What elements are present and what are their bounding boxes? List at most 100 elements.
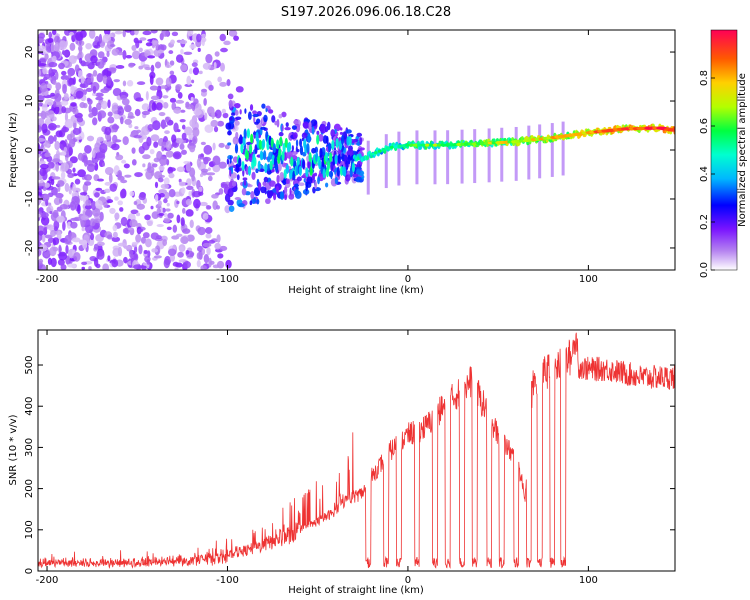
- spectrogram-cell: [335, 137, 339, 148]
- spectrogram-cell: [247, 111, 252, 121]
- spectrogram-cell: [55, 130, 63, 138]
- spectrogram-cell: [270, 137, 274, 148]
- spectrogram-cell: [188, 190, 192, 197]
- spectrogram-cell: [212, 165, 221, 173]
- spectrogram-cell: [63, 92, 69, 100]
- spectrogram-cell: [107, 67, 117, 72]
- spectrogram-cell: [178, 138, 183, 144]
- spectrogram-cell: [256, 118, 261, 124]
- spectrogram-cell: [224, 205, 231, 214]
- spectrogram-cell: [198, 70, 203, 75]
- spectrogram-cell: [177, 92, 183, 99]
- spectrogram-cell: [46, 143, 51, 149]
- spectrogram-cell: [214, 51, 220, 57]
- spectrogram-cell: [142, 232, 150, 239]
- spectrogram-cell: [200, 153, 204, 158]
- spectrogram-cell: [67, 263, 76, 268]
- spectrogram-cell: [84, 181, 92, 186]
- spectrogram-cell: [79, 191, 88, 196]
- spectrogram-cell: [189, 145, 196, 153]
- spectrogram-cell: [131, 159, 137, 166]
- spectrogram-cell: [324, 152, 328, 163]
- spectrogram-cell: [259, 150, 264, 161]
- spectrogram-cell: [228, 30, 238, 37]
- spectrogram-cell: [285, 122, 289, 128]
- spectrogram-cell: [198, 186, 203, 192]
- spectrogram-y-tick-label: 20: [24, 46, 35, 59]
- spectrogram-cell: [44, 182, 50, 188]
- spectrogram-cell: [145, 91, 149, 101]
- spectrogram-cell: [104, 166, 114, 176]
- spectrogram-cell: [174, 267, 179, 270]
- spectrogram-cell: [111, 259, 119, 268]
- spectrogram-cell: [275, 185, 279, 194]
- spectrogram-cell: [241, 160, 245, 171]
- spectrogram-cell: [151, 248, 159, 253]
- spectrogram-cell: [146, 166, 155, 174]
- spectrogram-cell: [86, 163, 96, 173]
- spectrogram-cell: [181, 228, 191, 234]
- spectrogram-cell: [225, 259, 232, 269]
- spectrogram-cell: [216, 234, 221, 243]
- spectrogram-cell: [146, 258, 151, 265]
- spectrogram-x-ticks: -200 -100 0 100: [36, 30, 598, 285]
- spectrogram-cell: [272, 143, 276, 154]
- spectrogram-cell: [247, 165, 252, 176]
- spectrogram-cell: [205, 204, 211, 210]
- spectrogram-cell: [278, 147, 282, 158]
- spectrogram-cell: [324, 126, 329, 133]
- spectrogram-cell: [220, 62, 225, 72]
- spectrogram-cell: [86, 175, 92, 180]
- spectrogram-cell: [96, 136, 104, 142]
- spectrogram-cell: [104, 126, 112, 136]
- spectrogram-cell: [56, 230, 62, 241]
- spectrogram-cell: [150, 232, 159, 240]
- spectrogram-cell: [84, 144, 92, 154]
- colorbar-gradient: [711, 30, 737, 270]
- spectrogram-cell: [220, 47, 228, 53]
- spectrogram-cell: [163, 198, 168, 204]
- spectrogram-cell: [218, 142, 225, 148]
- spectrogram-cell: [210, 119, 219, 127]
- spectrogram-cell: [157, 200, 162, 207]
- spectrogram-cell: [112, 134, 118, 144]
- spectrogram-cell: [50, 92, 56, 97]
- spectrogram-cell: [139, 37, 147, 41]
- spectrogram-cell: [117, 242, 127, 247]
- spectrogram-cell: [81, 261, 88, 266]
- spectrogram-cell: [158, 189, 168, 194]
- spectrogram-cell: [109, 207, 116, 214]
- spectrogram-cell: [181, 207, 186, 214]
- spectrogram-cell: [64, 182, 70, 192]
- spectrogram-cell: [227, 130, 232, 136]
- spectrogram-cell: [185, 198, 192, 206]
- spectrogram-cell: [345, 160, 349, 171]
- spectrogram-cell: [154, 194, 159, 203]
- spectrogram-cell: [39, 82, 48, 93]
- spectrogram-cell: [211, 109, 215, 120]
- colorbar-frame: [710, 29, 738, 271]
- spectrogram-cell: [85, 87, 93, 93]
- spectrogram-cell: [197, 47, 201, 52]
- spectrogram-cell: [62, 83, 67, 94]
- spectrogram-cell: [58, 197, 63, 204]
- spectrogram-cell: [169, 70, 175, 76]
- spectrogram-cell: [329, 152, 333, 163]
- spectrogram-cell: [109, 183, 118, 192]
- spectrogram-cell: [305, 184, 308, 192]
- spectrogram-cell: [413, 143, 418, 147]
- spectrogram-cell: [133, 264, 142, 270]
- spectrogram-cell: [67, 74, 72, 79]
- spectrogram-cell: [250, 133, 254, 144]
- spectrogram-cell: [149, 85, 159, 91]
- spectrogram-cell: [252, 110, 257, 115]
- spectrogram-cell: [163, 217, 171, 223]
- spectrogram-cell: [180, 49, 184, 55]
- spectrogram-cell: [285, 163, 289, 174]
- spectrogram-cell: [92, 85, 97, 94]
- spectrogram-x-tick-label: -200: [36, 274, 59, 285]
- spectrogram-cell: [145, 42, 153, 47]
- spectrogram-cell: [278, 114, 283, 119]
- spectrogram-cell: [138, 244, 143, 255]
